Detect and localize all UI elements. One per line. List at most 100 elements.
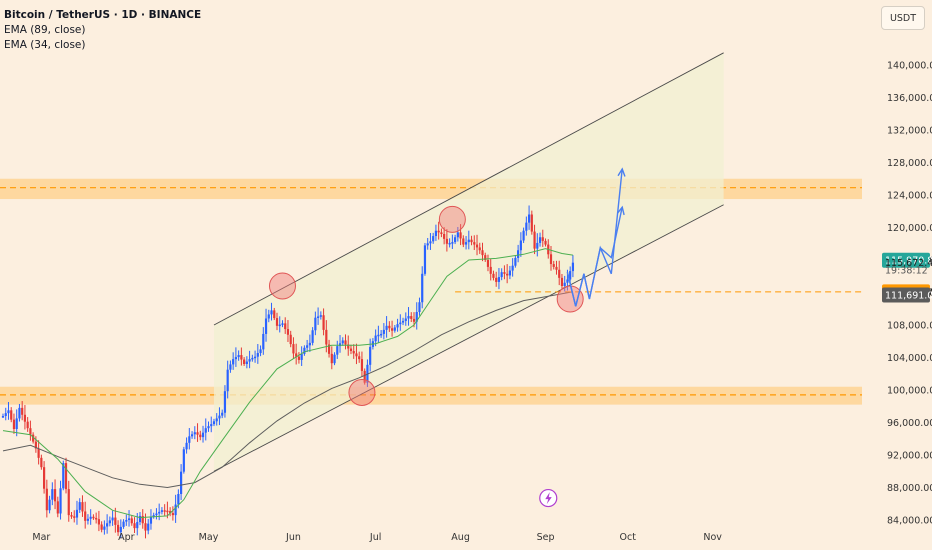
candle-down <box>533 231 536 249</box>
candle-down <box>297 356 301 360</box>
candle-down <box>344 340 347 345</box>
candle-down <box>325 329 328 345</box>
candle-up <box>229 364 232 370</box>
x-axis[interactable]: Mar Apr May Jun Jul Aug Sep Oct Nov <box>32 532 722 543</box>
candle-down <box>495 277 498 282</box>
candle-down <box>284 323 287 330</box>
candle-up <box>308 342 311 346</box>
indicator-ema89-label[interactable]: EMA (89, close) <box>4 24 86 36</box>
candle-up <box>51 489 54 500</box>
candle-up <box>571 262 575 272</box>
candle-down <box>475 244 479 248</box>
x-tick-label: Jun <box>285 532 301 543</box>
symbol-title[interactable]: Bitcoin / TetherUS · 1D · BINANCE <box>4 9 202 21</box>
candle-down <box>437 230 440 233</box>
candle-up <box>122 521 125 527</box>
candle-down <box>445 238 448 244</box>
x-tick-label: May <box>199 532 219 543</box>
candle-up <box>221 412 224 416</box>
candle-up <box>78 502 81 510</box>
candle-up <box>119 526 122 533</box>
candle-down <box>240 355 243 360</box>
candle-down <box>295 353 298 357</box>
candle-up <box>434 230 438 237</box>
y-axis[interactable]: 84,000.00 88,000.00 92,000.00 96,000.00 100,… <box>876 0 932 550</box>
candle-up <box>517 250 520 258</box>
candle-down <box>390 328 394 331</box>
candle-down <box>322 315 325 330</box>
candle-down <box>95 517 98 520</box>
candle-up <box>522 230 525 241</box>
candle-down <box>410 316 413 319</box>
projection-arrowhead <box>617 167 626 177</box>
candle-up <box>149 516 153 524</box>
candle-up <box>223 391 227 413</box>
price-tag-text: 111,691.09 <box>885 291 932 302</box>
highlight-circle <box>438 205 466 233</box>
y-tick-label: 96,000.00 <box>887 418 932 429</box>
indicator-ema34-label[interactable]: EMA (34, close) <box>4 39 86 51</box>
candle-down <box>45 488 48 511</box>
currency-unit-button[interactable]: USDT <box>881 6 925 30</box>
price-tags-layer: 115,970.88115,672.4219:38:12112,081.7911… <box>882 252 932 303</box>
candle-up <box>566 279 569 283</box>
candle-down <box>70 515 73 517</box>
y-tick-label: 132,000.00 <box>887 126 932 137</box>
candle-up <box>500 272 503 278</box>
candle-up <box>59 488 62 514</box>
candle-up <box>155 513 158 516</box>
candle-up <box>399 322 402 325</box>
candle-up <box>259 349 262 354</box>
candle-down <box>412 318 416 322</box>
candle-up <box>177 494 180 505</box>
candle-up <box>218 415 221 419</box>
candle-up <box>336 346 339 355</box>
candle-up <box>385 325 388 330</box>
price-tag-bg <box>882 252 930 268</box>
candle-down <box>506 273 509 276</box>
candle-down <box>116 524 120 533</box>
lightning-icon[interactable] <box>539 488 558 508</box>
candle-down <box>97 519 100 525</box>
candle-down <box>289 334 292 345</box>
candle-down <box>481 250 484 256</box>
candle-up <box>248 359 251 362</box>
chart-legend: Bitcoin / TetherUS · 1D · BINANCE EMA (8… <box>4 8 201 53</box>
candle-up <box>464 242 468 245</box>
candle-up <box>212 421 216 425</box>
candle-up <box>511 265 514 271</box>
candle-up <box>538 237 542 243</box>
candle-up <box>48 499 51 511</box>
candle-up <box>103 526 106 530</box>
candle-up <box>300 353 303 360</box>
x-tick-label: Oct <box>620 532 637 543</box>
candle-up <box>188 436 191 443</box>
candle-up <box>127 518 131 520</box>
ema-34-line <box>2 248 573 519</box>
ema-layer <box>2 248 573 519</box>
candle-up <box>393 327 396 331</box>
candle-up <box>374 335 377 342</box>
candle-down <box>544 240 547 245</box>
candle-up <box>404 318 407 321</box>
candle-down <box>169 511 172 514</box>
candle-up <box>251 357 254 360</box>
candle-down <box>21 407 24 415</box>
y-tick-label: 88,000.00 <box>887 483 932 494</box>
candle-down <box>32 434 35 442</box>
candle-up <box>380 333 383 336</box>
y-tick-label: 104,000.00 <box>887 353 932 364</box>
candle-down <box>347 344 350 349</box>
candle-up <box>256 353 259 357</box>
candle-up <box>106 523 109 527</box>
candle-up <box>303 347 306 354</box>
candle-up <box>147 523 150 531</box>
candle-down <box>81 502 84 512</box>
candle-up <box>382 329 385 334</box>
candle-down <box>56 501 59 514</box>
candle-up <box>245 361 248 364</box>
candle-up <box>369 346 372 365</box>
candle-down <box>40 457 43 468</box>
x-tick-label: Sep <box>537 532 555 543</box>
